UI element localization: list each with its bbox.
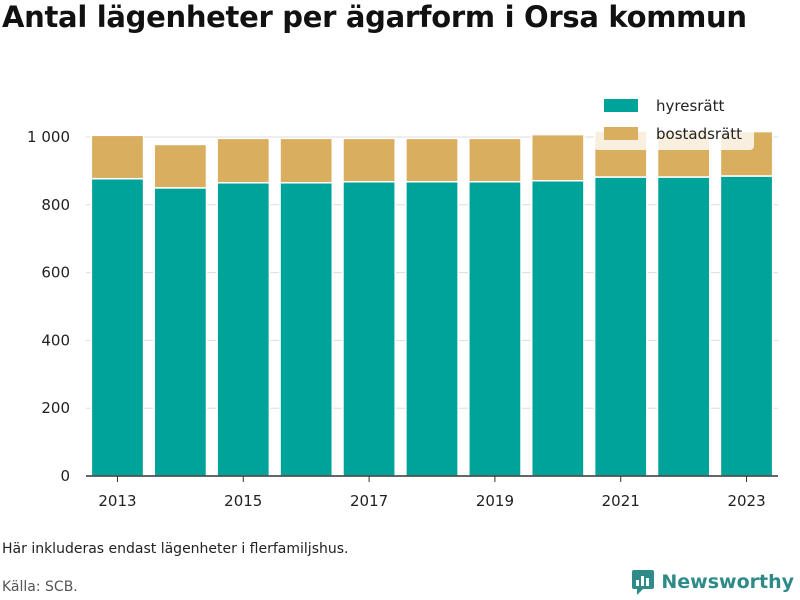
y-tick-label: 800	[41, 196, 70, 214]
bar-segment-hyresratt	[216, 182, 271, 477]
legend: hyresrätt bostadsrätt	[594, 90, 754, 150]
y-tick-label: 0	[60, 467, 70, 485]
bar-segment-bostadsratt	[468, 137, 522, 183]
x-tick-label: 2013	[98, 492, 136, 510]
bar-segment-hyresratt	[342, 180, 396, 477]
axes: 0 200 400 600 800 1 000 2013 2015 2017 2019 2021 20…	[27, 128, 778, 510]
bar-segment-hyresratt	[656, 176, 711, 477]
bar-segment-bostadsratt	[342, 137, 396, 183]
bar-segment-hyresratt	[90, 177, 145, 477]
bar-segment-bostadsratt	[279, 137, 334, 184]
bar-segment-hyresratt	[153, 187, 208, 477]
chart-note: Här inkluderas endast lägenheter i flerf…	[2, 541, 349, 557]
bar-segment-hyresratt	[530, 179, 585, 477]
bar-segment-bostadsratt	[405, 137, 459, 183]
bar-segment-hyresratt	[719, 175, 774, 477]
source-text: Källa: SCB.	[2, 579, 78, 595]
bars	[90, 130, 774, 477]
legend-swatch	[604, 99, 638, 112]
bar-segment-hyresratt	[468, 180, 522, 477]
chart-bubble-icon	[632, 570, 655, 595]
y-tick-label: 600	[41, 264, 70, 282]
stacked-bar-chart: 0 200 400 600 800 1 000 2013 2015 2017 2019 2021 20…	[27, 90, 778, 510]
x-tick-label: 2019	[476, 492, 514, 510]
y-tick-label: 1 000	[27, 128, 70, 146]
brand-name: Newsworthy	[661, 571, 794, 593]
bar-segment-bostadsratt	[530, 133, 585, 182]
x-tick-label: 2021	[602, 492, 640, 510]
bar-segment-bostadsratt	[216, 137, 271, 184]
bar-segment-hyresratt	[593, 176, 648, 477]
bar-segment-bostadsratt	[90, 134, 145, 180]
bar-segment-bostadsratt	[153, 143, 208, 189]
y-tick-label: 400	[41, 331, 70, 349]
legend-label: hyresrätt	[656, 97, 725, 115]
chart-title: Antal lägenheter per ägarform i Orsa kom…	[2, 0, 747, 34]
legend-label: bostadsrätt	[656, 125, 742, 143]
newsworthy-logo[interactable]: Newsworthy	[631, 568, 794, 596]
y-tick-label: 200	[41, 399, 70, 417]
x-tick-label: 2023	[727, 492, 765, 510]
x-tick-label: 2015	[224, 492, 262, 510]
x-tick-label: 2017	[350, 492, 388, 510]
legend-swatch	[604, 127, 638, 140]
bar-segment-hyresratt	[279, 182, 334, 477]
bar-segment-hyresratt	[405, 180, 459, 477]
